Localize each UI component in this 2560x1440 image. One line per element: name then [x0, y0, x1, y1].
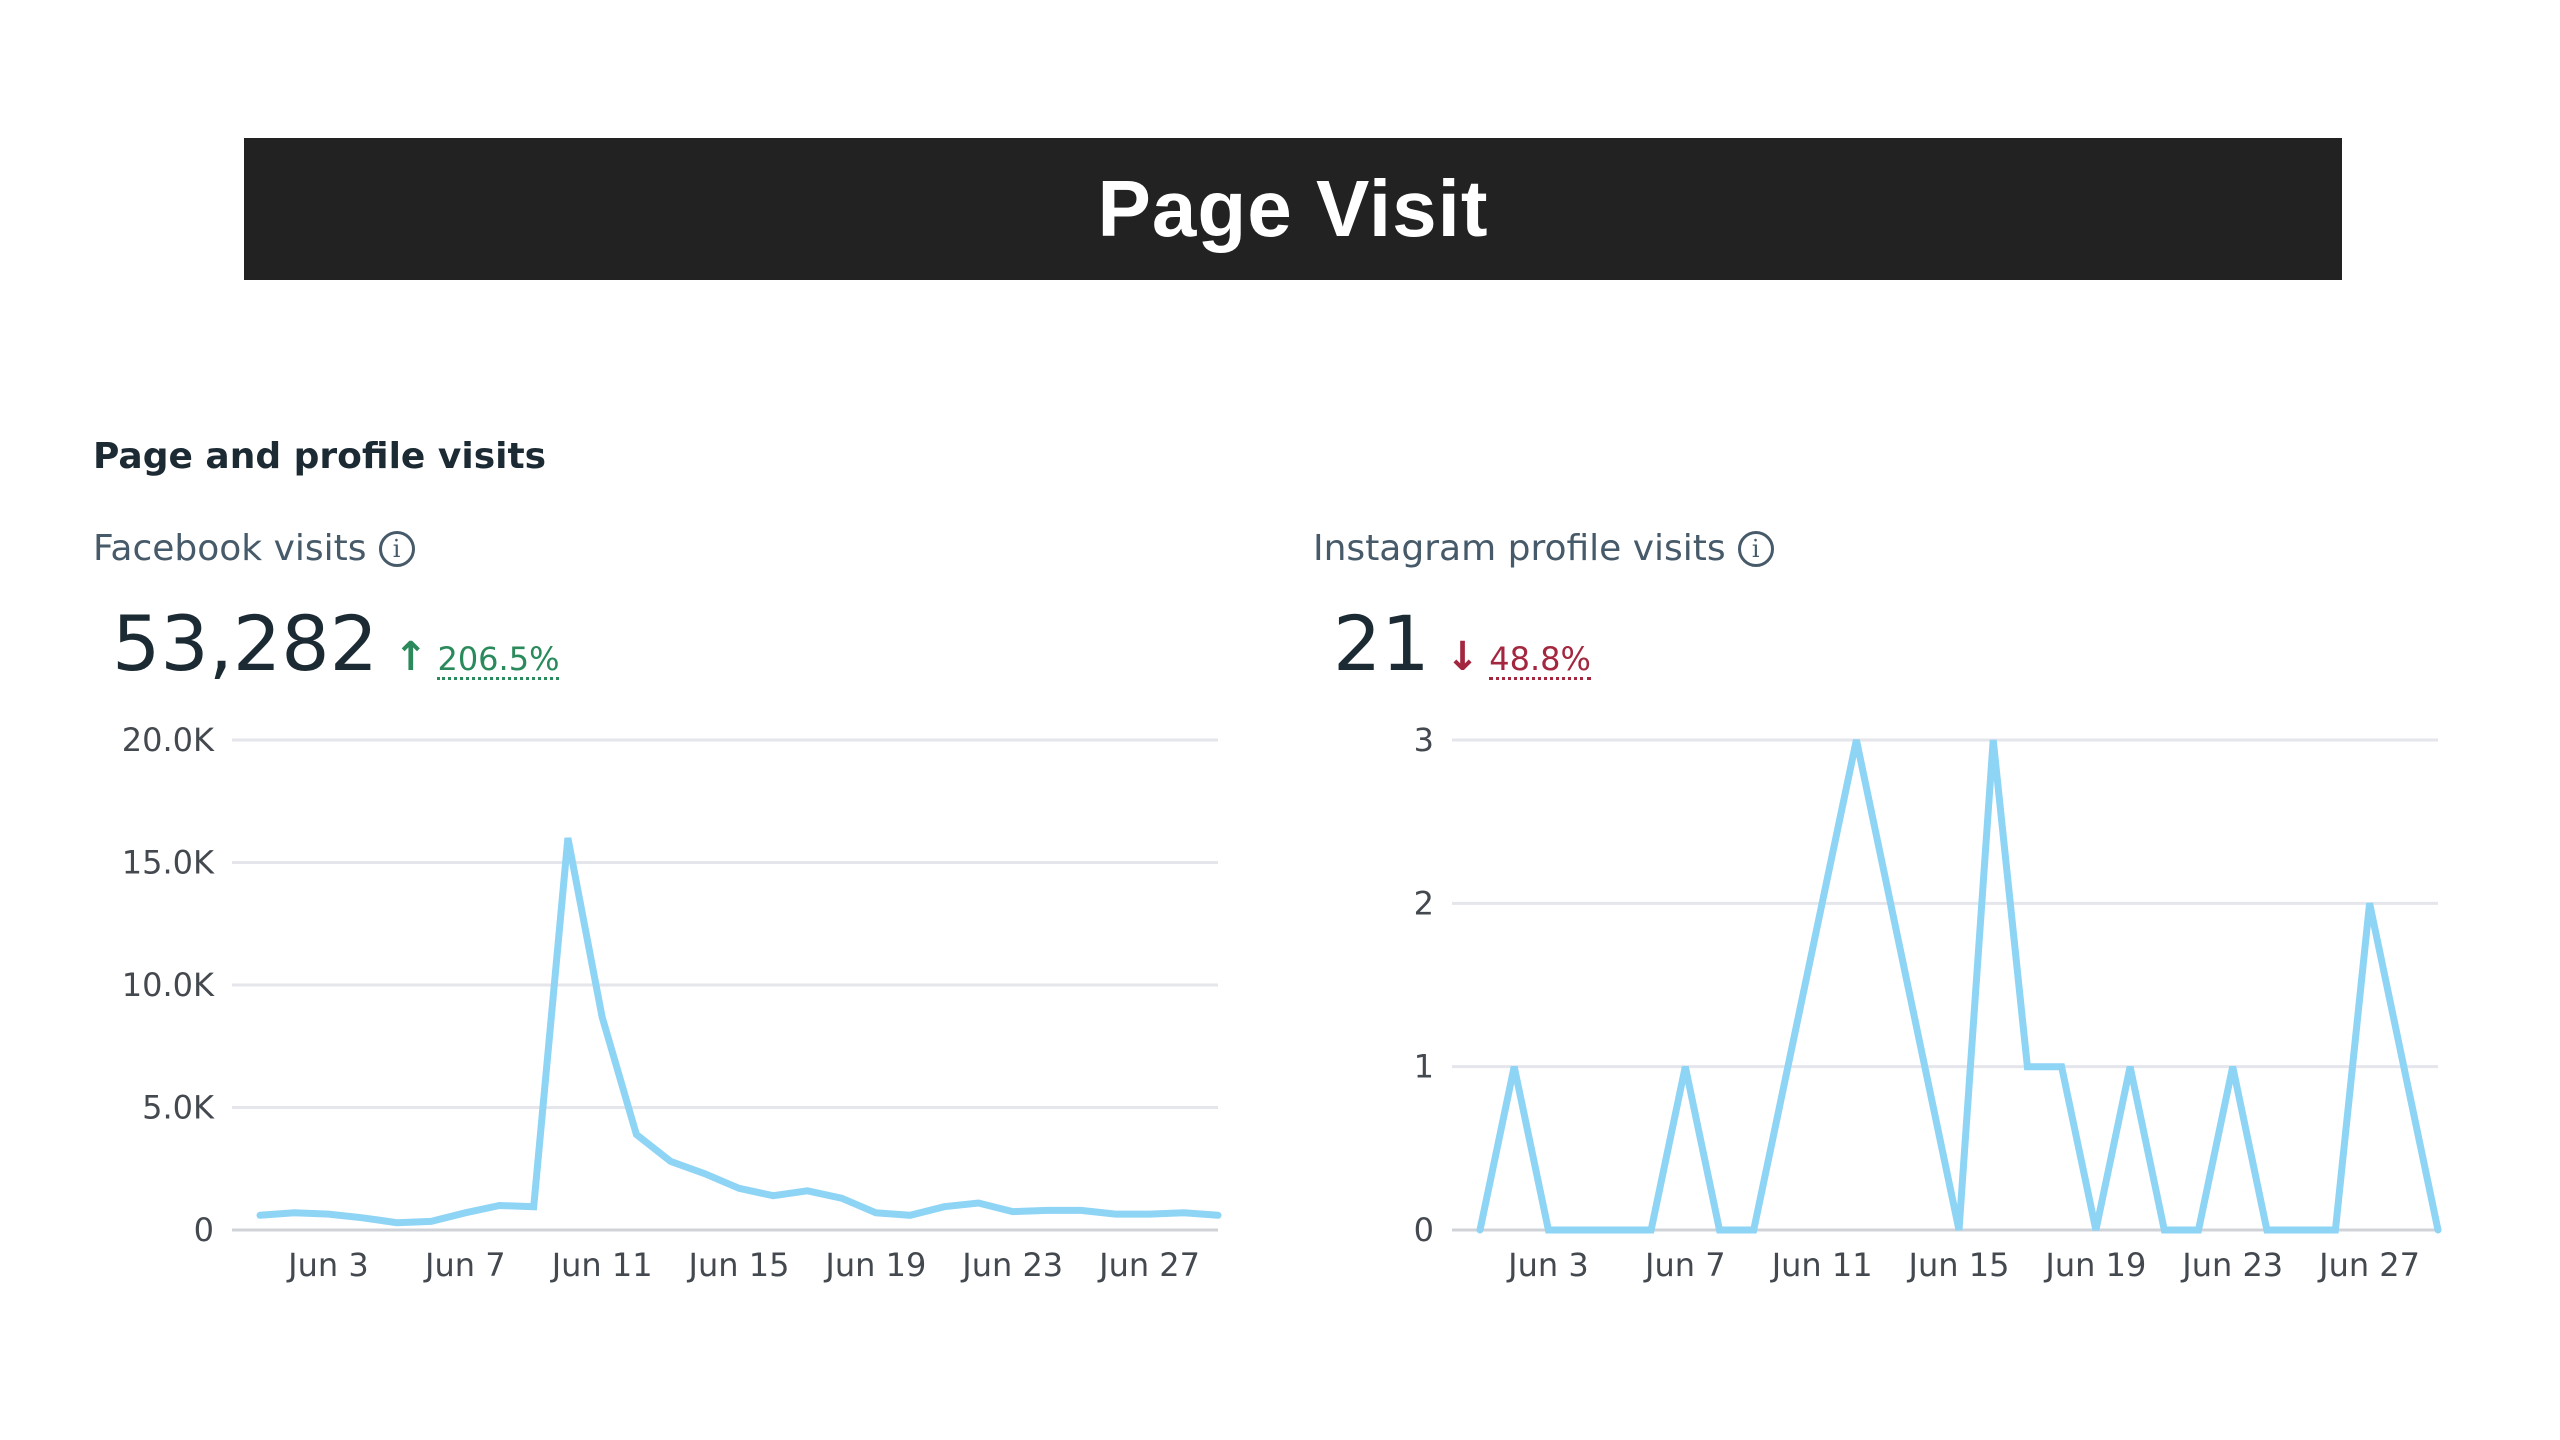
x-tick-label: Jun 23	[960, 1246, 1063, 1284]
y-tick-label: 15.0K	[122, 844, 215, 882]
y-tick-label: 2	[1414, 884, 1434, 922]
facebook-trend-percent[interactable]: 206.5%	[437, 641, 560, 681]
page-title: Page Visit	[1097, 164, 1489, 253]
instagram-visits-value: 21	[1333, 599, 1430, 688]
x-tick-label: Jun 3	[1506, 1246, 1589, 1284]
x-tick-label: Jun 23	[2180, 1246, 2283, 1284]
instagram-metric: 21 ↓ 48.8%	[1333, 606, 1591, 682]
facebook-visits-label: Facebook visits i	[93, 528, 415, 569]
x-tick-label: Jun 15	[1907, 1246, 2010, 1284]
title-banner: Page Visit	[244, 138, 2342, 280]
facebook-visits-label-text: Facebook visits	[93, 528, 367, 569]
x-tick-label: Jun 11	[1770, 1246, 1873, 1284]
facebook-visits-chart: 0 5.0K 10.0K 15.0K 20.0K Jun 3 Jun 7 Jun 11 Jun …	[122, 721, 1222, 1284]
instagram-visits-label-text: Instagram profile visits	[1313, 528, 1726, 569]
y-tick-label: 10.0K	[122, 966, 215, 1004]
y-tick-label: 0	[194, 1211, 214, 1249]
y-tick-label: 0	[1414, 1211, 1434, 1249]
x-tick-label: Jun 27	[1097, 1246, 1200, 1284]
y-tick-label: 3	[1414, 721, 1434, 759]
instagram-trend-percent[interactable]: 48.8%	[1489, 641, 1591, 681]
x-tick-label: Jun 7	[423, 1246, 506, 1284]
facebook-visits-value: 53,282	[112, 599, 378, 688]
section-heading: Page and profile visits	[93, 436, 547, 477]
x-tick-label: Jun 11	[550, 1246, 653, 1284]
x-tick-label: Jun 15	[687, 1246, 790, 1284]
facebook-metric: 53,282 ↑ 206.5%	[112, 599, 560, 688]
y-tick-label: 20.0K	[122, 721, 215, 759]
arrow-down-icon: ↓	[1445, 634, 1480, 680]
y-tick-label: 1	[1414, 1048, 1434, 1086]
y-tick-label: 5.0K	[142, 1089, 215, 1127]
instagram-visits-chart: 0 1 2 3 Jun 3 Jun 7 Jun 11 Jun 15 Jun 19 Jun 23 Ju…	[1414, 721, 2442, 1284]
instagram-visits-label: Instagram profile visits i	[1313, 528, 1774, 569]
x-tick-label: Jun 19	[823, 1246, 926, 1284]
x-tick-label: Jun 19	[2043, 1246, 2146, 1284]
x-tick-label: Jun 7	[1643, 1246, 1726, 1284]
arrow-up-icon: ↑	[393, 634, 428, 680]
info-circle-icon[interactable]: i	[378, 530, 415, 567]
x-tick-label: Jun 3	[286, 1246, 369, 1284]
x-tick-label: Jun 27	[2317, 1246, 2420, 1284]
series-line	[256, 837, 1222, 1227]
info-circle-icon[interactable]: i	[1737, 530, 1774, 567]
series-line	[1476, 739, 2442, 1234]
